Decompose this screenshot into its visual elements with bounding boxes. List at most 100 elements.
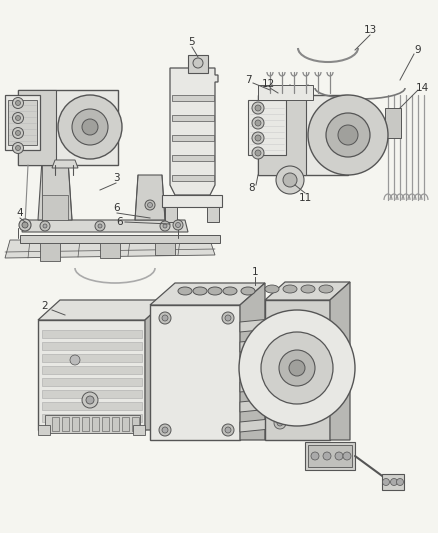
Polygon shape bbox=[38, 300, 166, 320]
Text: 8: 8 bbox=[248, 183, 255, 193]
Polygon shape bbox=[240, 283, 265, 440]
Text: 11: 11 bbox=[298, 193, 311, 203]
Circle shape bbox=[238, 310, 354, 426]
Bar bbox=[100, 243, 120, 258]
Circle shape bbox=[86, 396, 94, 404]
Bar bbox=[72, 417, 79, 431]
Polygon shape bbox=[38, 320, 145, 430]
Text: 4: 4 bbox=[17, 208, 23, 218]
Bar bbox=[45, 415, 140, 433]
Polygon shape bbox=[329, 282, 349, 440]
Circle shape bbox=[276, 360, 283, 366]
Bar bbox=[42, 378, 141, 386]
Circle shape bbox=[273, 417, 285, 429]
Circle shape bbox=[40, 221, 50, 231]
Circle shape bbox=[70, 355, 80, 365]
Circle shape bbox=[251, 132, 263, 144]
Bar bbox=[42, 402, 141, 410]
Circle shape bbox=[225, 315, 230, 321]
Circle shape bbox=[261, 332, 332, 404]
Circle shape bbox=[95, 221, 105, 231]
Circle shape bbox=[225, 427, 230, 433]
Ellipse shape bbox=[283, 285, 297, 293]
Text: 14: 14 bbox=[414, 83, 427, 93]
Circle shape bbox=[276, 380, 283, 386]
Bar bbox=[18, 90, 118, 165]
Circle shape bbox=[273, 397, 285, 409]
Circle shape bbox=[222, 424, 233, 436]
Polygon shape bbox=[240, 338, 279, 352]
Bar bbox=[122, 417, 129, 431]
Bar bbox=[42, 390, 141, 398]
Circle shape bbox=[276, 420, 283, 426]
Circle shape bbox=[72, 109, 108, 145]
Circle shape bbox=[325, 113, 369, 157]
Bar bbox=[132, 417, 139, 431]
Ellipse shape bbox=[208, 287, 222, 295]
Bar bbox=[172, 135, 213, 141]
Circle shape bbox=[273, 377, 285, 389]
Circle shape bbox=[12, 98, 24, 109]
Circle shape bbox=[322, 452, 330, 460]
Circle shape bbox=[337, 125, 357, 145]
Text: 9: 9 bbox=[414, 45, 420, 55]
Bar bbox=[8, 100, 37, 145]
Text: 12: 12 bbox=[261, 79, 274, 89]
Text: 3: 3 bbox=[113, 173, 119, 183]
Polygon shape bbox=[52, 160, 78, 168]
Circle shape bbox=[273, 357, 285, 369]
Circle shape bbox=[276, 340, 283, 346]
Bar bbox=[38, 425, 50, 435]
Bar bbox=[42, 342, 141, 350]
Circle shape bbox=[19, 219, 31, 231]
Circle shape bbox=[390, 479, 396, 486]
Circle shape bbox=[12, 142, 24, 154]
Bar bbox=[62, 417, 69, 431]
Polygon shape bbox=[240, 418, 279, 432]
Circle shape bbox=[254, 135, 261, 141]
Circle shape bbox=[222, 312, 233, 324]
Bar bbox=[187, 55, 208, 73]
Bar bbox=[133, 425, 145, 435]
Bar bbox=[92, 417, 99, 431]
Bar bbox=[172, 95, 213, 101]
Polygon shape bbox=[22, 220, 187, 232]
Bar bbox=[42, 366, 141, 374]
Circle shape bbox=[162, 224, 166, 228]
Bar bbox=[258, 85, 312, 100]
Bar bbox=[165, 207, 177, 222]
Text: 7: 7 bbox=[244, 75, 251, 85]
Circle shape bbox=[288, 360, 304, 376]
Bar bbox=[40, 243, 60, 261]
Circle shape bbox=[254, 120, 261, 126]
Circle shape bbox=[173, 220, 183, 230]
Ellipse shape bbox=[265, 285, 279, 293]
Text: 6: 6 bbox=[117, 217, 123, 227]
Circle shape bbox=[162, 427, 168, 433]
Polygon shape bbox=[265, 300, 329, 440]
Circle shape bbox=[307, 95, 387, 175]
Text: 6: 6 bbox=[113, 203, 120, 213]
Polygon shape bbox=[240, 318, 279, 332]
Ellipse shape bbox=[240, 287, 254, 295]
Bar bbox=[42, 414, 141, 422]
Ellipse shape bbox=[193, 287, 207, 295]
Circle shape bbox=[276, 166, 303, 194]
Circle shape bbox=[334, 452, 342, 460]
Circle shape bbox=[396, 479, 403, 486]
Bar bbox=[258, 95, 305, 175]
Circle shape bbox=[12, 112, 24, 124]
Polygon shape bbox=[150, 283, 265, 305]
Bar bbox=[381, 474, 403, 490]
Circle shape bbox=[15, 146, 21, 150]
Bar bbox=[307, 445, 351, 467]
Circle shape bbox=[310, 452, 318, 460]
Circle shape bbox=[273, 317, 285, 329]
Circle shape bbox=[254, 105, 261, 111]
Text: 2: 2 bbox=[42, 301, 48, 311]
Circle shape bbox=[273, 337, 285, 349]
Circle shape bbox=[251, 117, 263, 129]
Circle shape bbox=[251, 102, 263, 114]
Bar bbox=[172, 155, 213, 161]
Bar bbox=[304, 442, 354, 470]
